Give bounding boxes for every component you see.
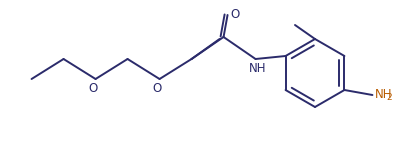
Text: NH: NH [373,88,391,102]
Text: 2: 2 [386,93,391,102]
Text: O: O [151,81,161,95]
Text: O: O [229,7,239,21]
Text: O: O [88,81,97,95]
Text: NH: NH [248,62,266,74]
